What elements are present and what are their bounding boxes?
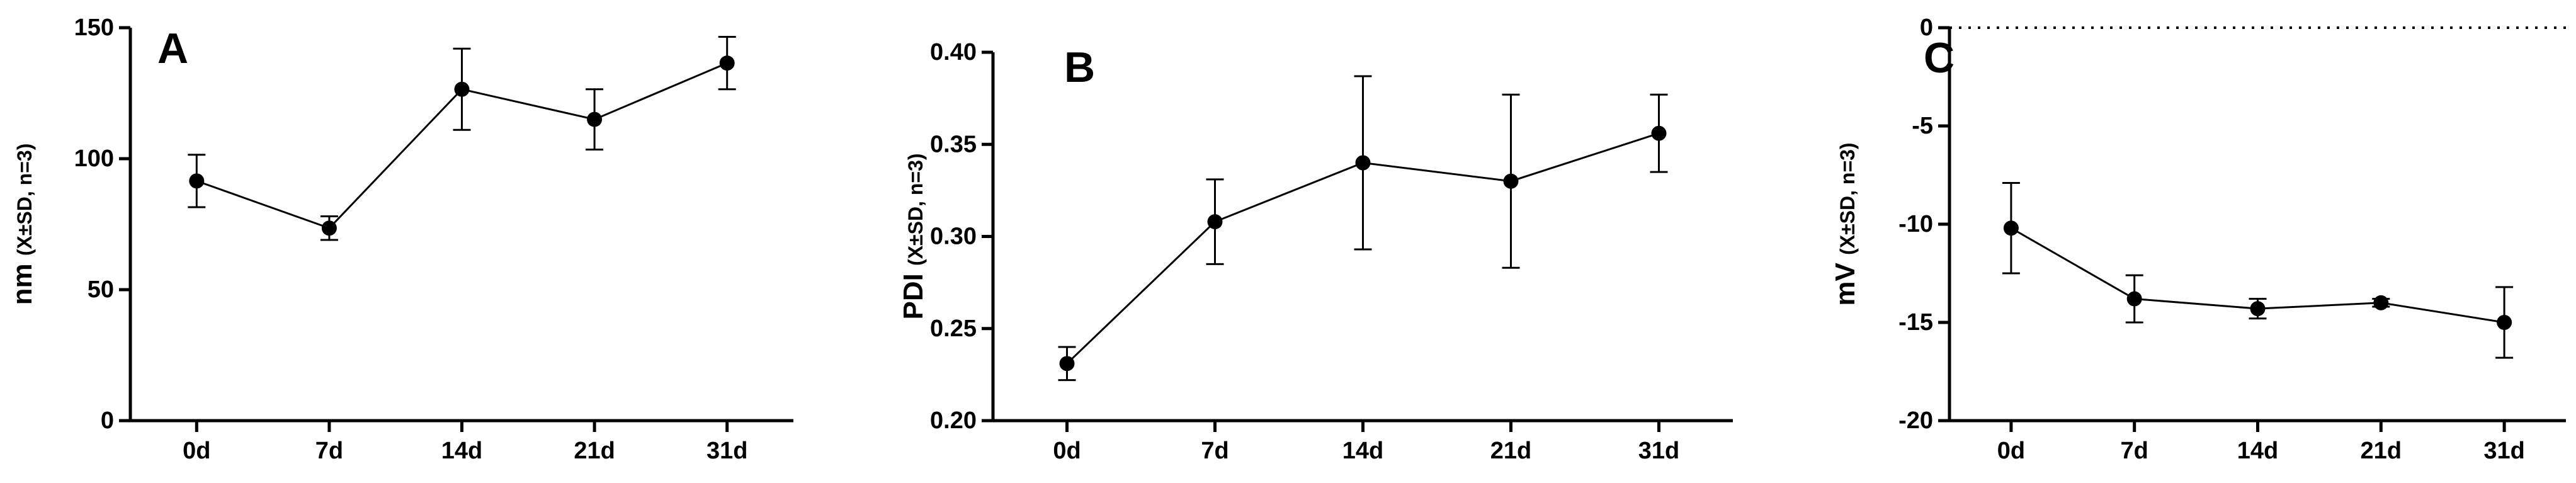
x-tick-label: 7d: [2121, 438, 2148, 464]
chart-panel-b: 0.20 0.25 0.30 0.35 0.40 0d 7d 14d 21d 31d B PDI (X…: [898, 39, 1733, 464]
data-point: [321, 220, 337, 236]
x-tick-label: 31d: [1638, 438, 1679, 464]
panel-label: C: [1924, 34, 1955, 82]
y-axis-label-main: mV: [1830, 255, 1861, 306]
x-tick-label: 31d: [2483, 438, 2524, 464]
data-point: [2126, 291, 2142, 307]
data-point: [1355, 155, 1371, 171]
y-tick-label: 0.30: [930, 224, 977, 250]
data-point: [1503, 173, 1519, 189]
y-tick-label: 0.25: [930, 315, 977, 342]
y-tick-label: 0: [101, 407, 114, 434]
data-point: [719, 55, 735, 71]
x-tick-label: 0d: [183, 438, 210, 464]
y-axis-label-main: nm: [7, 256, 38, 305]
data-point: [189, 173, 205, 189]
chart-panel-a: 0 50 100 150 0d 7d 14d 21d 31d Anm (X±SD, n=3): [7, 14, 793, 464]
data-point: [2373, 295, 2389, 310]
data-point: [2250, 301, 2266, 317]
data-point: [454, 81, 470, 97]
x-tick-label: 14d: [441, 438, 482, 464]
data-point: [1207, 214, 1223, 230]
y-axis-label: nm (X±SD, n=3): [7, 144, 38, 305]
x-tick-label: 0d: [1997, 438, 2025, 464]
y-axis-label-note: (X±SD, n=3): [904, 153, 927, 265]
y-tick-label: -15: [1898, 309, 1933, 336]
chart-panel-c: -20 -15 -10 -5 0 0d 7d 14d 21d 31d CmV (X±SD, n=3): [1830, 14, 2566, 464]
data-point: [1059, 356, 1075, 372]
y-tick-label: 0.40: [930, 39, 977, 65]
x-tick-label: 0d: [1053, 438, 1081, 464]
y-axis-label: PDI (X±SD, n=3): [898, 153, 929, 319]
y-axis-label-main: PDI: [898, 266, 929, 320]
y-tick-label: -10: [1898, 211, 1933, 237]
x-tick-label: 21d: [1490, 438, 1531, 464]
data-point: [587, 111, 603, 127]
x-tick-label: 21d: [574, 438, 615, 464]
y-tick-label: 0: [1920, 14, 1933, 41]
panel-label: B: [1064, 43, 1095, 91]
x-tick-label: 7d: [1201, 438, 1228, 464]
y-tick-label: 0.35: [930, 131, 977, 157]
y-axis-label: mV (X±SD, n=3): [1830, 142, 1861, 305]
x-tick-label: 14d: [1342, 438, 1383, 464]
x-tick-label: 14d: [2237, 438, 2278, 464]
y-tick-label: -20: [1898, 407, 1933, 434]
y-tick-label: -5: [1912, 113, 1933, 139]
y-tick-label: 150: [74, 14, 114, 41]
y-tick-label: 0.20: [930, 407, 977, 434]
y-axis-label-note: (X±SD, n=3): [1836, 142, 1859, 254]
y-tick-label: 100: [74, 145, 114, 172]
panel-label: A: [157, 25, 188, 72]
data-point: [2497, 315, 2512, 330]
x-tick-label: 31d: [706, 438, 747, 464]
data-point: [1651, 125, 1667, 141]
y-tick-label: 50: [88, 276, 114, 303]
x-tick-label: 21d: [2361, 438, 2402, 464]
y-axis-label-note: (X±SD, n=3): [13, 144, 36, 256]
data-point: [2003, 220, 2019, 236]
x-tick-label: 7d: [315, 438, 343, 464]
